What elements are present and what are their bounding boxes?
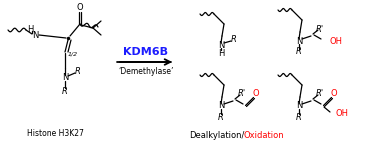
- Text: Oxidation: Oxidation: [244, 131, 285, 140]
- Text: R: R: [296, 48, 302, 57]
- Text: OH: OH: [329, 36, 342, 45]
- Text: N: N: [296, 36, 302, 45]
- Text: R': R': [316, 89, 324, 99]
- Text: OH: OH: [336, 109, 349, 119]
- Text: R': R': [238, 89, 246, 99]
- Text: 1/2: 1/2: [68, 52, 78, 57]
- Text: R: R: [296, 112, 302, 122]
- Text: R: R: [62, 86, 68, 96]
- Text: H: H: [27, 25, 33, 34]
- Text: N: N: [218, 40, 224, 50]
- Text: R: R: [218, 112, 224, 122]
- Text: Histone H3K27: Histone H3K27: [26, 130, 84, 138]
- Text: R: R: [75, 66, 81, 76]
- Text: N: N: [32, 31, 38, 39]
- Text: R': R': [316, 25, 324, 34]
- Text: N: N: [296, 102, 302, 110]
- Text: O: O: [331, 89, 337, 99]
- Text: O: O: [253, 89, 259, 99]
- Text: O: O: [77, 4, 83, 12]
- Text: N: N: [62, 74, 68, 83]
- Text: Dealkylation/: Dealkylation/: [189, 131, 244, 140]
- Text: R: R: [231, 35, 237, 43]
- Text: KDM6B: KDM6B: [124, 47, 169, 57]
- Text: ‘Demethylase’: ‘Demethylase’: [118, 67, 174, 77]
- Text: N: N: [218, 102, 224, 110]
- Text: H: H: [218, 49, 224, 58]
